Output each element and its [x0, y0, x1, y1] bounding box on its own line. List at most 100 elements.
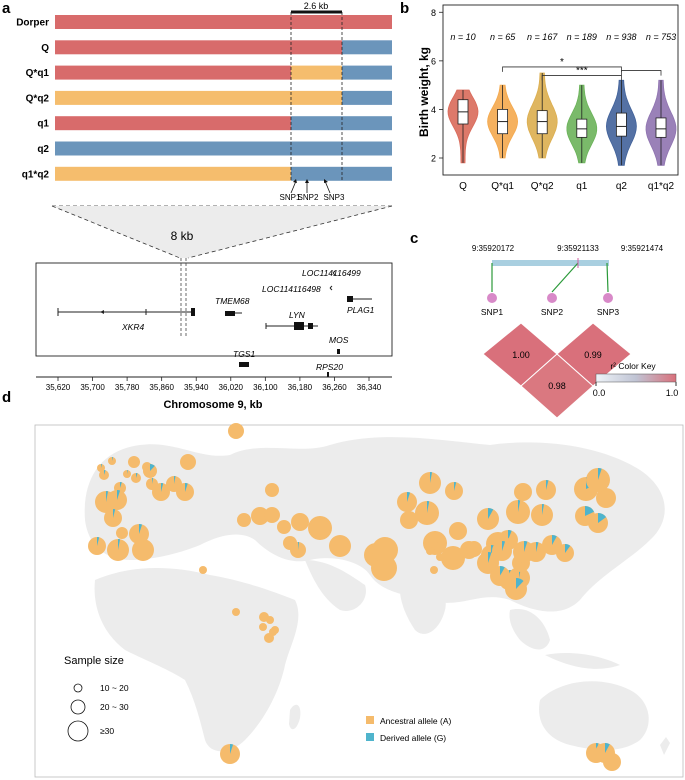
population-pie [265, 483, 279, 497]
population-pie [264, 507, 280, 523]
snp3-link [606, 262, 609, 293]
bracket-line [502, 66, 622, 72]
population-pie [308, 516, 332, 540]
snp3-dot [603, 293, 613, 303]
pie-derived [106, 490, 109, 502]
haplotype-row-0: Dorper [16, 15, 392, 29]
population-pie [129, 524, 149, 544]
population-pies [88, 423, 621, 771]
sig-label: * [560, 57, 564, 68]
gene-mos: MOS [329, 335, 349, 345]
derived-label: Derived allele (G) [380, 733, 446, 743]
population-pie [97, 464, 105, 472]
haplotype-rows: Dorper Q Q*q1 Q*q2 q1 q2 q1*q2 [16, 15, 392, 181]
bracket-line [621, 70, 662, 76]
y-axis-label: Birth weight, kg [417, 47, 431, 137]
population-pie [116, 527, 128, 539]
snp1-dot [487, 293, 497, 303]
pos-label-2: 9:35921133 [557, 244, 599, 253]
haplotype-label: Q [41, 43, 49, 54]
haplotype-label: q1*q2 [22, 169, 50, 180]
color-key-bar [595, 373, 677, 383]
pie-derived [298, 541, 299, 550]
iqr-box [576, 118, 588, 138]
iqr-box [616, 112, 627, 137]
sig-bracket [621, 70, 662, 76]
hap-segment-left [55, 166, 291, 181]
pie-ancestral [132, 539, 154, 561]
population-pie [291, 513, 309, 531]
pos-label-1: 9:35920172 [472, 244, 515, 253]
hap-segment-left [55, 116, 291, 131]
population-pie [466, 541, 482, 557]
population-pie [271, 626, 279, 634]
pie-ancestral [308, 516, 332, 540]
ld-snp2-label: SNP2 [541, 307, 563, 317]
population-pie [415, 501, 439, 525]
ld-snp1-label: SNP1 [481, 307, 503, 317]
haplotype-label: Dorper [16, 18, 49, 29]
pie-ancestral [514, 483, 532, 501]
pie-derived [185, 483, 188, 492]
pie-derived [500, 566, 505, 576]
ancestral-swatch [366, 716, 374, 724]
color-key-min: 0.0 [593, 388, 606, 398]
size-legend-large [67, 720, 89, 742]
birth-weight-violin-plot: 2 4 6 8 Birth weight, kg n = 10 n = 65 n = 16… [417, 4, 679, 192]
pie-derived [112, 457, 113, 461]
pie-ancestral [400, 511, 418, 529]
iqr-box [536, 110, 548, 135]
chrom-tick-label: 36,020 [219, 383, 244, 392]
n-label: n = 167 [527, 32, 558, 42]
population-pie [123, 470, 131, 478]
population-pie [131, 472, 141, 483]
pie-ancestral [237, 513, 251, 527]
violin-Q*q2: n = 167 [526, 32, 558, 159]
population-pie [107, 538, 129, 561]
chrom-axis-label: Chromosome 9, kb [163, 399, 262, 411]
x-tick-label: Q*q1 [491, 181, 514, 192]
chrom-tick-label: 36,260 [322, 383, 347, 392]
pie-derived [488, 508, 494, 519]
population-pie [99, 469, 109, 480]
size-legend-small [73, 683, 83, 693]
size-legend-title: Sample size [64, 655, 124, 667]
population-pie [432, 542, 440, 550]
pie-ancestral [264, 507, 280, 523]
pie-ancestral [432, 542, 440, 550]
n-label: n = 65 [490, 32, 516, 42]
population-pie [536, 479, 556, 500]
color-key-max: 1.0 [666, 388, 679, 398]
pie-ancestral [466, 541, 482, 557]
x-tick-label: q1 [576, 181, 588, 192]
hap-segment-right [342, 15, 392, 29]
ld-plot: 9:35920172 9:35921133 9:35921474 SNP1 SN… [472, 244, 679, 419]
population-pie [586, 468, 610, 492]
pie-ancestral [329, 535, 351, 557]
gene-lyn: LYN [289, 310, 306, 320]
pie-derived [546, 479, 549, 490]
population-pie [531, 503, 553, 526]
chrom-tick-label: 35,620 [46, 383, 71, 392]
significance-brackets: **** [502, 57, 662, 81]
size-legend-label-2: 20 ~ 30 [100, 702, 129, 712]
population-pie [397, 492, 417, 512]
pie-derived [230, 744, 234, 754]
n-label: n = 938 [606, 32, 636, 42]
size-legend-label-1: 10 ~ 20 [100, 683, 129, 693]
population-pie [526, 541, 546, 562]
n-label: n = 189 [567, 32, 597, 42]
hap-segment-left [55, 40, 291, 55]
pie-derived [161, 483, 164, 492]
population-pie [104, 509, 122, 527]
haplotype-row-1: Q [41, 40, 392, 55]
iqr-box [655, 117, 667, 138]
violin-Q*q1: n = 65 [487, 32, 519, 159]
pie-derived [136, 472, 138, 478]
panel-c-letter: c [410, 230, 418, 247]
region-length-label: 2.6 kb [304, 1, 329, 11]
hap-segment-mid [291, 166, 342, 181]
haplotype-label: Q*q2 [26, 93, 50, 104]
zoom-funnel [52, 206, 392, 258]
